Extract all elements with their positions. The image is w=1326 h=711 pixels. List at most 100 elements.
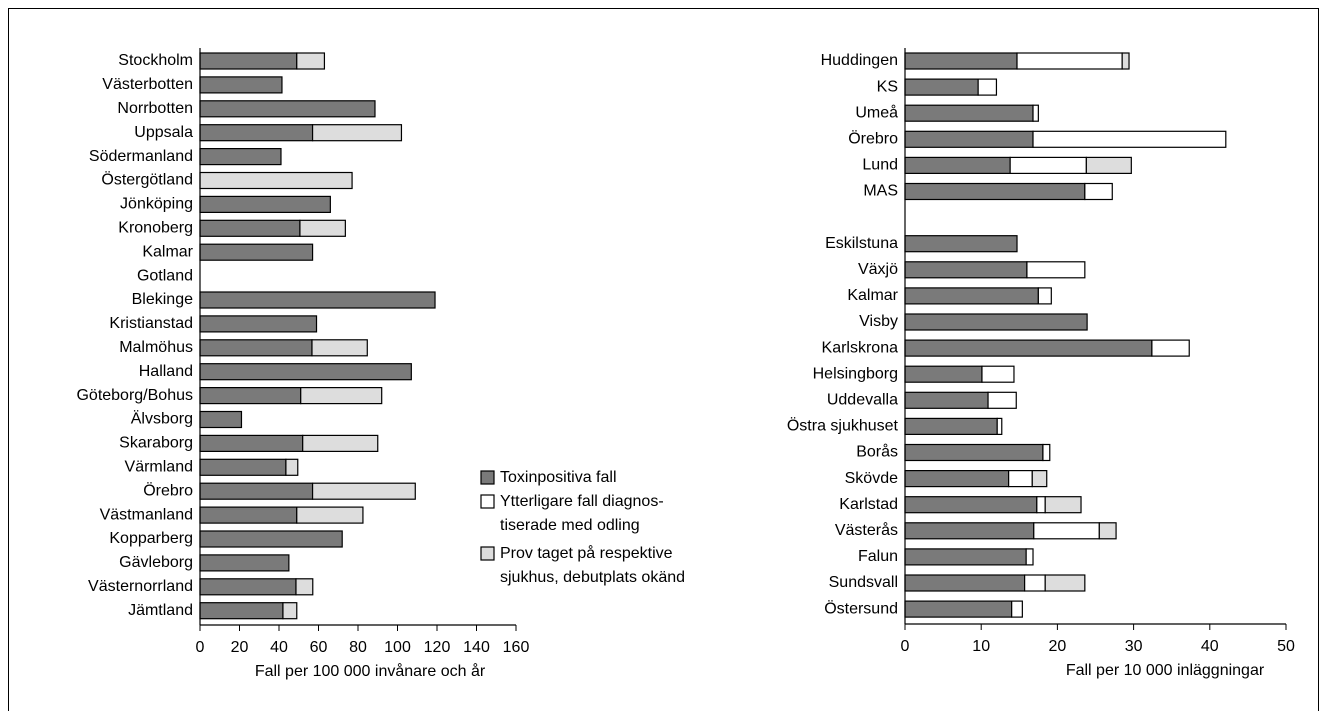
bar-segment — [904, 78, 979, 96]
bar-segment — [981, 365, 1015, 383]
y-tick-label: Eskilstuna — [825, 235, 898, 252]
y-tick-label: Jämtland — [128, 602, 193, 619]
bar-segment — [199, 530, 343, 548]
bar-segment — [1036, 496, 1046, 514]
bar-segment — [199, 315, 318, 333]
bar-segment — [302, 434, 379, 452]
x-tick-label: 50 — [1277, 638, 1295, 655]
y-tick-label: Örebro — [143, 481, 193, 499]
y-tick-label: Västmanland — [100, 506, 193, 523]
bar-segment — [904, 156, 1011, 174]
bar-segment — [977, 78, 998, 96]
y-tick-label: KS — [877, 78, 898, 95]
bar-segment — [1011, 600, 1023, 618]
bar-segment — [904, 261, 1028, 279]
x-tick-label: 140 — [463, 639, 490, 656]
y-tick-label: Norrbotten — [117, 100, 193, 117]
bar-segment — [904, 391, 989, 409]
bar-segment — [1151, 339, 1190, 357]
y-tick-label: Gotland — [137, 267, 193, 284]
bar-segment — [1042, 443, 1051, 462]
x-tick-label: 120 — [424, 639, 451, 656]
bar-segment — [199, 458, 287, 476]
bar-segment — [904, 287, 1039, 305]
bar-segment — [904, 522, 1035, 540]
x-tick-label: 60 — [310, 639, 328, 656]
bar-segment — [311, 482, 416, 500]
bar-segment — [904, 548, 1027, 566]
legend-label: Prov taget på respektive sjukhus, debutp… — [500, 545, 686, 586]
y-tick-label: Västerbotten — [102, 76, 193, 93]
y-tick-label: Lund — [862, 157, 898, 174]
bar-segment — [199, 76, 283, 94]
bar-segment — [904, 235, 1018, 253]
bar-segment — [296, 506, 364, 524]
x-tick-label: 20 — [231, 639, 249, 656]
bar-segment — [199, 171, 353, 190]
bar-segment — [300, 387, 383, 405]
bar-segment — [1032, 104, 1039, 122]
y-tick-label: Kalmar — [142, 243, 193, 260]
bar-segment — [199, 410, 243, 429]
legend-swatch — [480, 494, 495, 509]
bar-segment — [1016, 52, 1123, 70]
y-tick-label: Örebro — [848, 130, 898, 148]
x-tick-label: 30 — [1125, 638, 1143, 655]
y-tick-label: Kopparberg — [109, 530, 193, 547]
bar-segment — [199, 291, 436, 309]
bar-segment — [199, 195, 331, 213]
bar-segment — [1121, 52, 1130, 70]
bar-segment — [904, 574, 1026, 592]
bar-segment — [199, 387, 302, 405]
y-tick-label: Västerås — [835, 521, 898, 539]
x-tick-label: 20 — [1049, 638, 1067, 655]
y-tick-label: Malmöhus — [119, 339, 193, 356]
y-tick-label: Huddingen — [821, 52, 898, 69]
bar-segment — [199, 243, 314, 261]
bar-segment — [311, 339, 368, 357]
bar-segment — [904, 470, 1010, 488]
bar-segment — [1008, 470, 1033, 488]
bar-segment — [1033, 522, 1100, 540]
y-tick-label: Växjö — [858, 261, 898, 278]
bar-segment — [1026, 261, 1086, 279]
bar-segment — [199, 506, 298, 524]
x-tick-label: 10 — [972, 638, 990, 655]
y-tick-label: Göteborg/Bohus — [76, 387, 193, 404]
bar-segment — [199, 124, 314, 142]
x-axis-label: Fall per 100 000 invånare och år — [255, 662, 486, 680]
bar-segment — [1025, 548, 1034, 566]
bar-segment — [1044, 574, 1086, 592]
bar-segment — [904, 339, 1153, 357]
bar-segment — [996, 417, 1003, 435]
bar-segment — [199, 219, 301, 237]
bar-segment — [199, 339, 313, 357]
y-tick-label: Östersund — [824, 599, 898, 617]
y-tick-label: Visby — [859, 313, 898, 330]
y-tick-label: Östergötland — [101, 171, 193, 189]
y-tick-label: Västernorrland — [88, 578, 193, 595]
y-tick-label: Halland — [139, 363, 193, 380]
y-tick-label: Helsingborg — [813, 365, 898, 382]
bar-segment — [904, 52, 1018, 70]
bar-segment — [1009, 156, 1087, 174]
bar-segment — [199, 482, 314, 500]
bar-segment — [1044, 496, 1082, 514]
bar-segment — [296, 52, 326, 70]
y-tick-label: Sundsvall — [829, 574, 898, 591]
y-tick-label: Uddevalla — [827, 392, 898, 409]
y-tick-label: Kalmar — [847, 287, 898, 304]
frame — [8, 8, 1319, 711]
bar-segment — [904, 600, 1013, 618]
bar-segment — [299, 219, 346, 237]
bar-segment — [904, 313, 1088, 331]
legend-label: Ytterligare fall diagnos- tiserade med o… — [500, 493, 664, 534]
y-tick-label: Kristianstad — [109, 315, 193, 332]
bar-segment — [199, 148, 282, 166]
bar-segment — [199, 363, 412, 381]
bar-segment — [1084, 182, 1113, 201]
bar-segment — [199, 602, 284, 620]
y-tick-label: Borås — [856, 443, 898, 461]
x-tick-label: 40 — [1201, 638, 1219, 655]
legend-swatch — [480, 470, 495, 485]
